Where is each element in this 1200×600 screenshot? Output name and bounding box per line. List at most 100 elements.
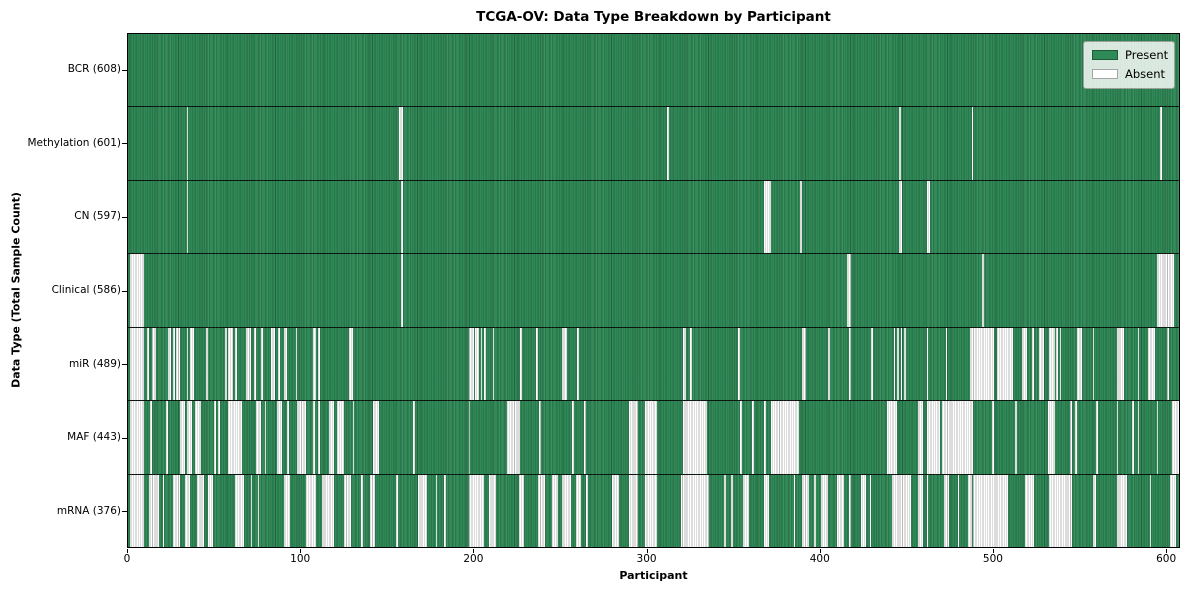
absent-stripe bbox=[871, 327, 874, 401]
absent-stripe bbox=[969, 327, 995, 401]
absent-stripe bbox=[1014, 401, 1017, 474]
legend-absent-swatch bbox=[1092, 69, 1118, 79]
absent-stripe bbox=[480, 327, 483, 401]
legend-item-present: Present bbox=[1092, 48, 1169, 62]
absent-stripe bbox=[892, 474, 912, 547]
absent-stripe bbox=[518, 474, 524, 547]
absent-stripe bbox=[444, 474, 447, 547]
absent-stripe bbox=[644, 401, 657, 474]
absent-stripe bbox=[176, 327, 180, 401]
absent-stripe bbox=[235, 327, 237, 401]
absent-stripe bbox=[802, 474, 810, 547]
absent-stripe bbox=[1137, 327, 1140, 401]
x-tick-mark bbox=[473, 549, 475, 553]
absent-stripe bbox=[306, 474, 317, 547]
absent-stripe bbox=[147, 327, 149, 401]
absent-stripe bbox=[399, 107, 403, 180]
absent-stripe bbox=[551, 474, 559, 547]
heatmap-row-Methylation bbox=[128, 107, 1179, 181]
absent-stripe bbox=[1147, 327, 1155, 401]
absent-stripe bbox=[228, 401, 243, 474]
absent-stripe bbox=[278, 327, 281, 401]
absent-stripe bbox=[681, 474, 709, 547]
absent-stripe bbox=[1096, 401, 1098, 474]
heatmap-row-BCR bbox=[128, 34, 1179, 108]
y-tick-label-CN: CN (597) bbox=[74, 210, 121, 223]
absent-stripe bbox=[337, 401, 345, 474]
absent-stripe bbox=[401, 180, 403, 254]
absent-stripe bbox=[1116, 327, 1124, 401]
absent-stripe bbox=[584, 401, 587, 474]
absent-stripe bbox=[943, 474, 950, 547]
absent-stripe bbox=[1059, 327, 1062, 401]
absent-stripe bbox=[586, 474, 588, 547]
absent-stripe bbox=[207, 474, 213, 547]
absent-stripe bbox=[312, 401, 315, 474]
absent-stripe bbox=[793, 474, 796, 547]
absent-stripe bbox=[370, 474, 376, 547]
x-tick-mark bbox=[300, 549, 302, 553]
absent-stripe bbox=[344, 474, 351, 547]
absent-stripe bbox=[644, 474, 657, 547]
absent-stripe bbox=[245, 327, 251, 401]
absent-stripe bbox=[186, 107, 189, 180]
y-tick-label-miR: miR (489) bbox=[68, 357, 121, 370]
absent-stripe bbox=[917, 474, 924, 547]
absent-stripe bbox=[1049, 474, 1072, 547]
absent-stripe bbox=[926, 327, 929, 401]
absent-stripe bbox=[217, 401, 220, 474]
y-tick-mark bbox=[122, 143, 127, 145]
absent-stripe bbox=[945, 327, 948, 401]
absent-stripe bbox=[195, 401, 201, 474]
absent-stripe bbox=[250, 474, 253, 547]
absent-stripe bbox=[129, 401, 144, 474]
absent-stripe bbox=[771, 401, 799, 474]
absent-stripe bbox=[898, 107, 901, 180]
absent-stripe bbox=[167, 327, 172, 401]
absent-stripe bbox=[1137, 401, 1140, 474]
y-tick-label-Clinical: Clinical (586) bbox=[51, 284, 121, 296]
absent-stripe bbox=[739, 401, 742, 474]
legend-present-swatch bbox=[1092, 50, 1118, 60]
absent-stripe bbox=[276, 401, 282, 474]
absent-stripe bbox=[893, 327, 896, 401]
x-axis-title: Participant bbox=[619, 569, 688, 582]
absent-stripe bbox=[971, 107, 974, 180]
absent-stripe bbox=[667, 107, 670, 180]
absent-stripe bbox=[435, 474, 438, 547]
absent-stripe bbox=[468, 474, 485, 547]
absent-stripe bbox=[900, 327, 903, 401]
absent-stripe bbox=[814, 474, 816, 547]
absent-stripe bbox=[492, 327, 495, 401]
absent-stripe bbox=[172, 327, 175, 401]
x-tick-mark bbox=[992, 549, 994, 553]
absent-stripe bbox=[228, 327, 234, 401]
chart-title: TCGA-OV: Data Type Breakdown by Particip… bbox=[476, 9, 831, 25]
absent-stripe bbox=[682, 327, 687, 401]
absent-stripe bbox=[1156, 254, 1174, 327]
absent-stripe bbox=[413, 401, 415, 474]
absent-stripe bbox=[186, 401, 192, 474]
absent-stripe bbox=[764, 401, 766, 474]
heatmap-row-Clinical bbox=[128, 254, 1179, 328]
absent-stripe bbox=[738, 327, 740, 401]
absent-stripe bbox=[897, 327, 899, 401]
absent-stripe bbox=[283, 327, 288, 401]
heatmap-row-MAF bbox=[128, 401, 1179, 475]
absent-stripe bbox=[1047, 401, 1055, 474]
absent-stripe bbox=[731, 474, 733, 547]
legend-present-label: Present bbox=[1125, 48, 1169, 62]
x-tick-label-400: 400 bbox=[809, 553, 830, 565]
heatmap-row-miR bbox=[128, 327, 1179, 402]
absent-stripe bbox=[1075, 401, 1077, 474]
absent-stripe bbox=[1116, 474, 1128, 547]
absent-stripe bbox=[129, 474, 144, 547]
absent-stripe bbox=[535, 327, 538, 401]
absent-stripe bbox=[166, 401, 168, 474]
absent-stripe bbox=[468, 327, 474, 401]
absent-stripe bbox=[318, 401, 320, 474]
y-tick-label-Methylation: Methylation (601) bbox=[27, 136, 121, 149]
x-tick-mark bbox=[1166, 549, 1168, 553]
absent-stripe bbox=[942, 401, 974, 474]
absent-stripe bbox=[172, 474, 180, 547]
